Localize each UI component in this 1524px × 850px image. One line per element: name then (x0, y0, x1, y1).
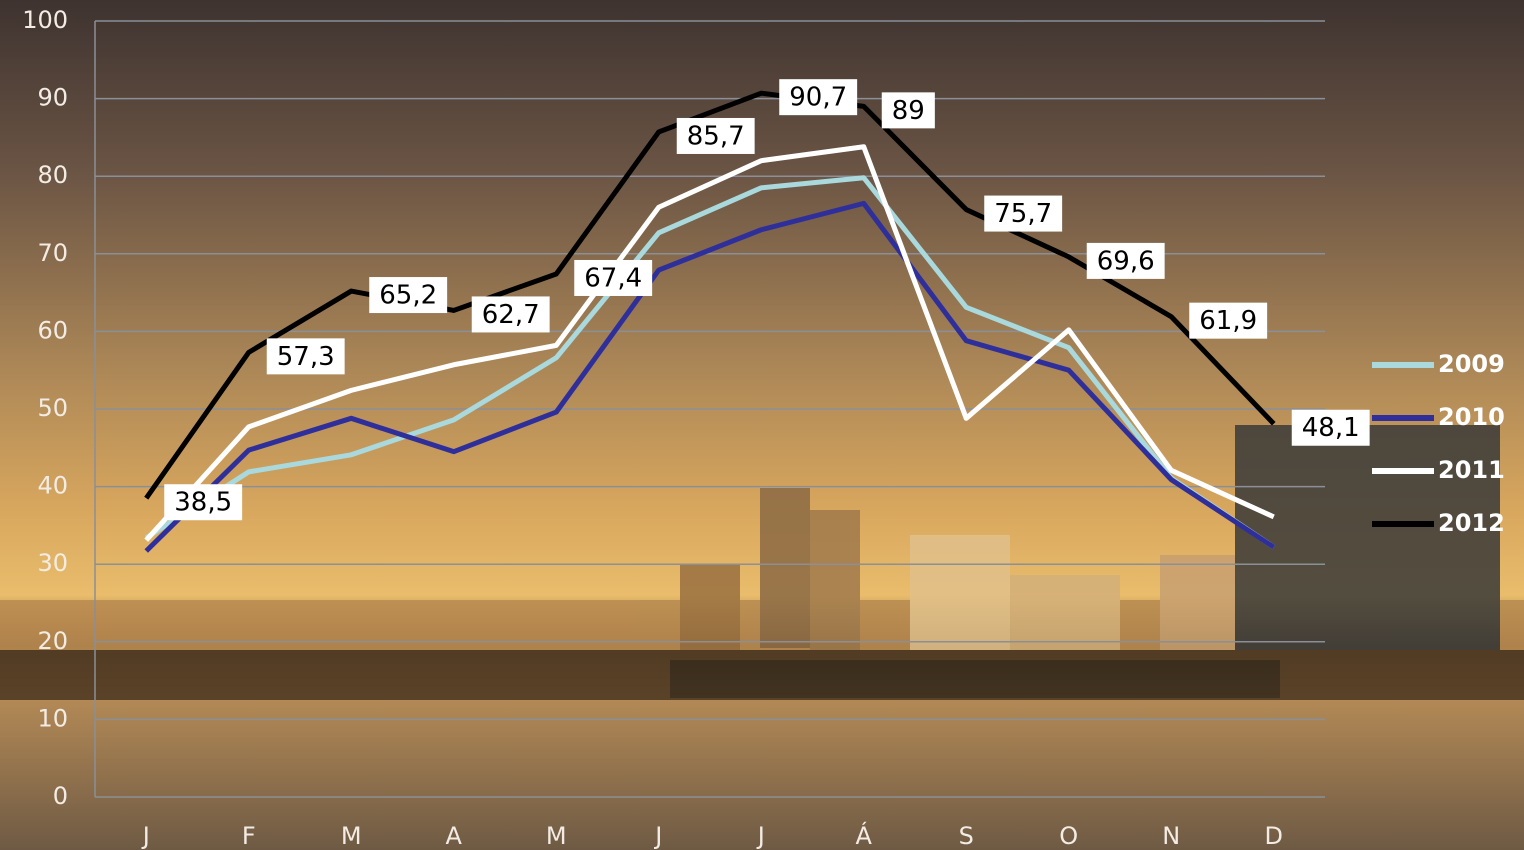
x-tick-label: J (756, 822, 765, 850)
value-label: 75,7 (994, 199, 1052, 229)
value-label: 38,5 (174, 488, 232, 518)
value-label: 61,9 (1199, 306, 1257, 336)
value-label: 69,6 (1097, 246, 1155, 276)
y-tick-label: 100 (22, 6, 68, 34)
y-tick-label: 90 (37, 84, 68, 112)
legend-label: 2011 (1438, 456, 1505, 484)
legend-label: 2009 (1438, 350, 1505, 378)
y-tick-label: 0 (53, 782, 68, 810)
x-tick-label: O (1059, 822, 1078, 850)
x-tick-label: A (446, 822, 463, 850)
page: {"chart_data": {"type": "line", "categor… (0, 0, 1524, 850)
x-tick-label: M (546, 822, 567, 850)
y-tick-label: 80 (37, 161, 68, 189)
y-tick-label: 30 (37, 549, 68, 577)
value-label: 57,3 (277, 342, 335, 372)
value-label: 48,1 (1302, 413, 1360, 443)
x-tick-label: N (1162, 822, 1180, 850)
y-tick-label: 10 (37, 704, 68, 732)
x-tick-label: F (242, 822, 256, 850)
y-tick-label: 20 (37, 627, 68, 655)
legend-label: 2012 (1438, 509, 1505, 537)
chart: 0 10 20 30 40 50 60 70 80 90 100 J F M A M J J Á S O N D 38,5 5… (0, 0, 1524, 850)
y-tick-label: 50 (37, 394, 68, 422)
x-tick-label: Á (856, 821, 873, 850)
value-label: 62,7 (482, 300, 540, 330)
value-label: 65,2 (379, 281, 437, 311)
y-tick-label: 40 (37, 472, 68, 500)
legend-label: 2010 (1438, 403, 1505, 431)
x-tick-label: J (653, 822, 662, 850)
y-tick-label: 60 (37, 316, 68, 344)
value-label: 89 (892, 96, 925, 126)
x-tick-label: D (1265, 822, 1283, 850)
value-label: 67,4 (584, 263, 642, 293)
y-tick-label: 70 (37, 239, 68, 267)
x-tick-label: S (959, 822, 974, 850)
value-label: 90,7 (789, 83, 847, 113)
x-tick-label: J (141, 822, 150, 850)
value-label: 85,7 (687, 121, 745, 151)
x-tick-label: M (341, 822, 362, 850)
